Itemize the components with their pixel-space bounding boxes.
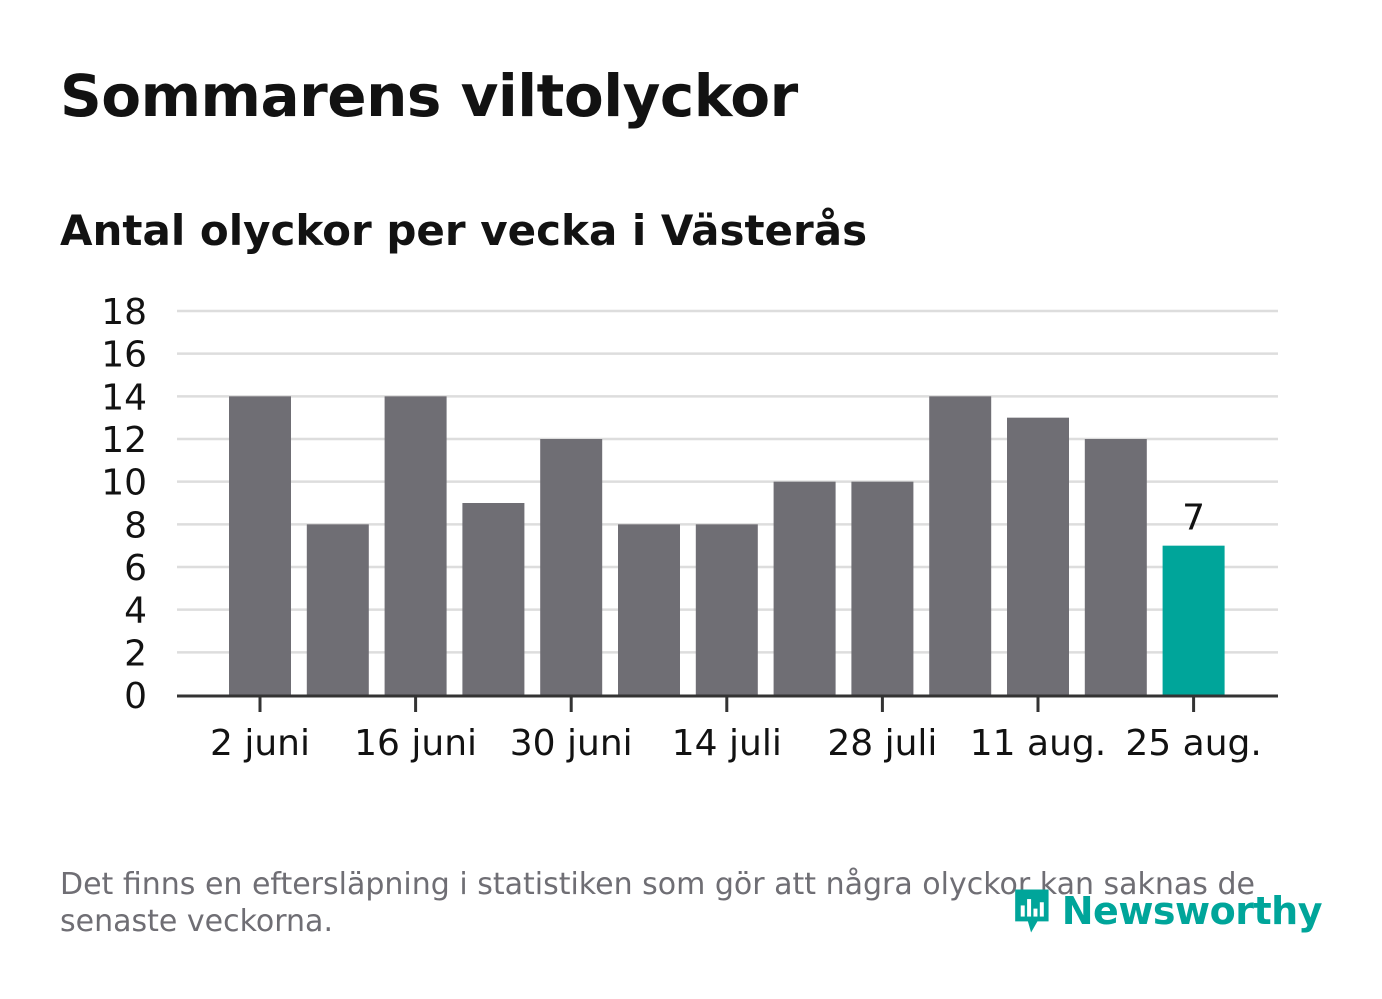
bar xyxy=(773,481,836,695)
bars xyxy=(229,396,1225,695)
bar xyxy=(1162,545,1225,695)
y-tick-label: 0 xyxy=(124,676,147,717)
bar xyxy=(1007,417,1069,695)
bar xyxy=(462,503,525,695)
x-axis: 2 juni 16 juni 30 juni 14 juli 28 juli 11 aug… xyxy=(177,694,1278,764)
x-tick-label: 30 juni xyxy=(510,723,633,764)
y-tick-label: 14 xyxy=(101,377,147,418)
y-tick-label: 12 xyxy=(101,420,147,461)
bar xyxy=(229,396,291,695)
y-tick-label: 6 xyxy=(124,548,147,589)
bar xyxy=(618,524,680,695)
newsworthy-chart-bubble-icon xyxy=(1015,889,1049,933)
x-tick-label: 16 juni xyxy=(354,723,477,764)
x-tick-label: 11 aug. xyxy=(970,723,1106,764)
annotations: 7 xyxy=(1182,498,1205,539)
newsworthy-logo: Newsworthy xyxy=(1012,878,1323,944)
bar xyxy=(384,396,447,695)
bar xyxy=(851,481,914,695)
y-tick-label: 4 xyxy=(124,591,147,632)
y-tick-label: 10 xyxy=(101,463,147,504)
x-tick-label: 28 juli xyxy=(827,723,937,764)
y-tick-label: 8 xyxy=(124,505,147,546)
bar xyxy=(306,524,369,695)
x-tick-label: 14 juli xyxy=(672,723,782,764)
bar xyxy=(540,439,603,695)
chart-subtitle: Antal olyckor per vecka i Västerås xyxy=(60,206,868,255)
y-tick-label: 18 xyxy=(101,292,147,333)
y-tick-label: 2 xyxy=(124,633,147,674)
y-tick-label: 16 xyxy=(101,335,147,376)
logo-text: Newsworthy xyxy=(1061,889,1323,933)
x-tick-label: 2 juni xyxy=(210,723,310,764)
chart-title: Sommarens viltolyckor xyxy=(60,62,798,130)
footnote: Det finns en eftersläpning i statistiken… xyxy=(60,867,1255,939)
x-tick-label: 25 aug. xyxy=(1125,723,1261,764)
data-label: 7 xyxy=(1182,498,1205,539)
bar xyxy=(929,396,992,695)
bar xyxy=(1084,439,1147,695)
bar xyxy=(695,524,758,695)
